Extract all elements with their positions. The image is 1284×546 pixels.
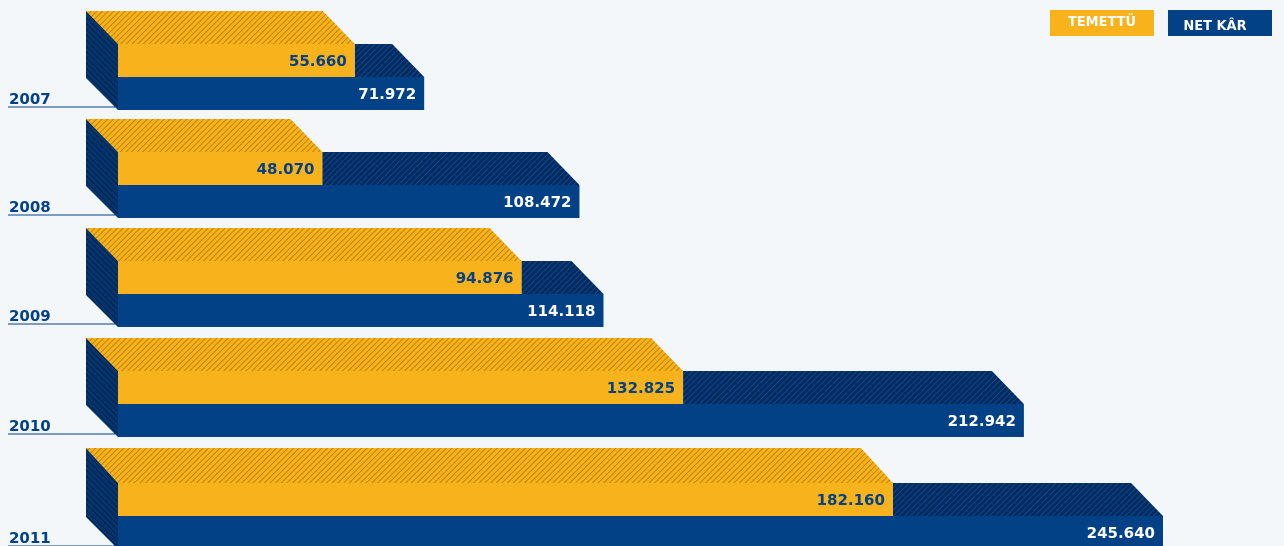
legend-dividend: TEMETTÜ [1050, 10, 1154, 36]
net-profit-bar [118, 77, 425, 110]
dividend-bar [118, 152, 323, 185]
net-profit-bar [118, 185, 580, 218]
legend-net-profit-swatch [1168, 10, 1272, 36]
net-profit-bar [118, 294, 604, 327]
dividend-bar [118, 483, 893, 516]
net-profit-bar [118, 404, 1024, 437]
bar-side-face [86, 448, 118, 546]
net-profit-bar [118, 516, 1163, 546]
dividend-bar [118, 44, 355, 77]
net-profit-bar-top [354, 44, 425, 77]
dividend-bar-top [86, 11, 355, 44]
net-profit-value-label: 114.118 [527, 302, 595, 320]
dividend-bar-top [86, 448, 893, 483]
dividend-value-label: 94.876 [456, 269, 514, 287]
dividend-bar [118, 261, 522, 294]
legend-dividend-label: TEMETTÜ [1067, 15, 1137, 30]
net-profit-value-label: 71.972 [358, 85, 416, 103]
dividend-value-label: 132.825 [607, 379, 675, 397]
dividend-bar-top [86, 338, 684, 371]
dividend-value-label: 48.070 [257, 160, 315, 178]
dividend-value-label: 55.660 [289, 52, 347, 70]
year-label: 2011 [9, 529, 51, 546]
dividend-value-label: 182.160 [817, 491, 885, 509]
net-profit-value-label: 212.942 [948, 412, 1016, 430]
dividend-bar [118, 371, 684, 404]
net-profit-value-label: 245.640 [1087, 524, 1155, 542]
legend-net-profit-label: NET KÂR [1183, 19, 1247, 35]
net-profit-bar-top [521, 261, 604, 294]
net-profit-bar-top [322, 152, 580, 185]
legend-dividend-swatch [1050, 10, 1154, 36]
net-profit-bar-top [892, 483, 1163, 516]
year-label: 2008 [9, 198, 51, 216]
net-profit-bar-top [683, 371, 1024, 404]
dividend-bar-top [86, 119, 323, 152]
year-label: 2010 [9, 417, 51, 435]
year-label: 2007 [9, 90, 51, 108]
year-label: 2009 [9, 307, 51, 325]
dividend-bar-top [86, 228, 522, 261]
net-profit-value-label: 108.472 [503, 193, 571, 211]
legend-net-profit: NET KÂR(*) [1168, 10, 1272, 36]
